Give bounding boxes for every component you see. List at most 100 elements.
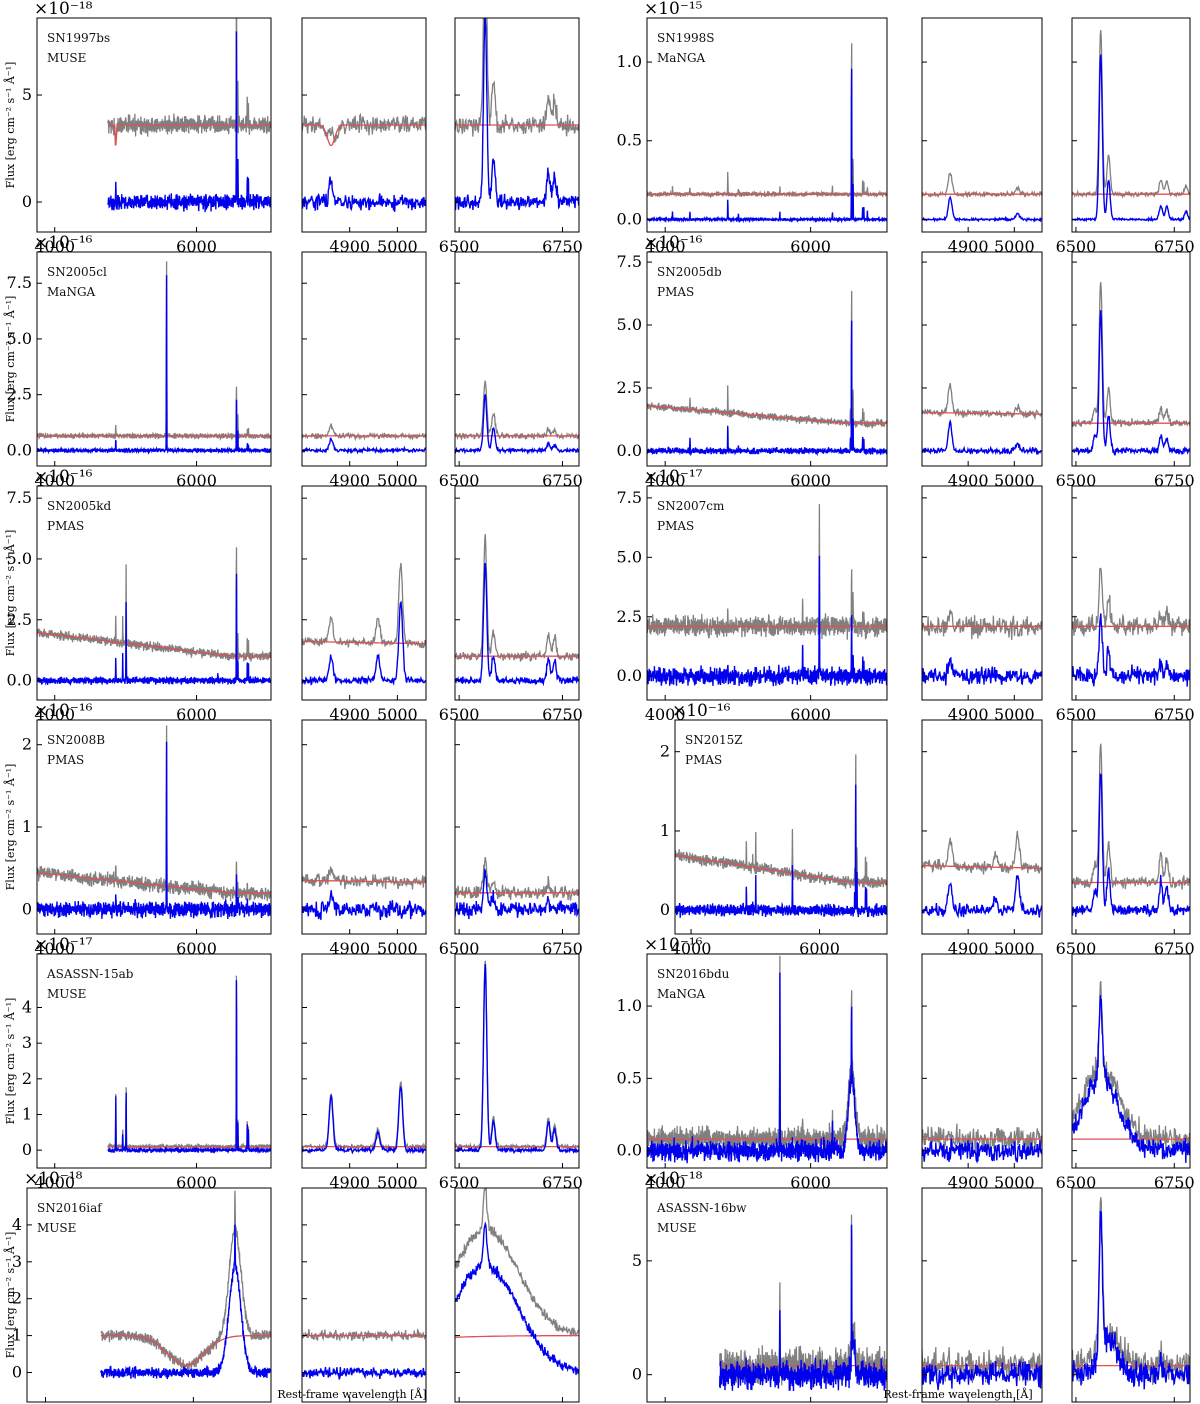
model-spectrum-line [302, 124, 426, 147]
x-tick-label: 6500 [439, 237, 480, 256]
residual-spectrum-line [455, 394, 579, 455]
panel-SN2007cm-halpha: 6500 6750 [1056, 485, 1195, 724]
x-tick-label: 4000 [645, 705, 686, 724]
panel-SN2016bdu-full: 4000 6000 0.0 0.5 1.0 [617, 953, 888, 1192]
observed-spectrum-line [302, 562, 426, 649]
y-tick-label: 0 [22, 1140, 32, 1159]
x-tick-label: 6000 [799, 939, 840, 958]
residual-spectrum-line [107, 31, 271, 213]
y-tick-label: 0 [22, 192, 32, 211]
y-tick-label: 0.0 [617, 666, 642, 685]
x-tick-label: 6000 [176, 237, 217, 256]
x-tick-label: 6500 [1056, 1173, 1097, 1192]
x-tick-label: 4000 [34, 237, 75, 256]
series-group [1072, 282, 1190, 457]
series-group [455, 960, 579, 1155]
axes-frame [921, 1187, 1043, 1403]
x-tick-label: 6000 [176, 1173, 217, 1192]
series-group [455, 380, 579, 455]
panel-SN2005db-full: 4000 6000 0.0 2.5 5.0 7.5 [617, 251, 888, 490]
residual-spectrum-line [1072, 772, 1190, 917]
panel-SN2015Z-hbeta: 4900 5000 [921, 719, 1043, 958]
series-group [647, 290, 887, 457]
x-tick-label: 4900 [329, 939, 370, 958]
axes-frame [454, 17, 580, 233]
x-tick-label: 5000 [377, 237, 418, 256]
x-tick-label: 4000 [645, 1173, 686, 1192]
series-group [1072, 743, 1190, 917]
x-tick-label: 6750 [1154, 237, 1195, 256]
instrument-label: PMAS [47, 753, 84, 767]
observed-spectrum-line [455, 857, 579, 901]
y-tick-label: 2 [660, 742, 670, 761]
y-tick-label: 0.0 [617, 441, 642, 460]
series-group [647, 955, 887, 1164]
residual-spectrum-line [647, 320, 887, 457]
y-scale-multiplier: ×10⁻¹⁶ [34, 467, 93, 487]
object-name-label: SN2007cm [657, 499, 725, 513]
residual-spectrum-line [719, 1224, 887, 1392]
x-tick-label: 4000 [34, 705, 75, 724]
object-name-label: SN2005cl [47, 265, 107, 279]
x-tick-label: 4900 [948, 1173, 989, 1192]
model-spectrum-line [100, 1334, 271, 1366]
series-group [100, 1190, 271, 1380]
instrument-label: MaNGA [657, 987, 706, 1001]
panel-SN2005db-halpha: 6500 6750 [1056, 251, 1195, 490]
x-tick-label: 4900 [948, 705, 989, 724]
panel-SN2005cl-halpha: 6500 6750 [439, 251, 583, 490]
series-group [37, 261, 271, 455]
y-tick-label: 2.5 [617, 607, 642, 626]
residual-spectrum-line [100, 1224, 271, 1380]
panel-ASASSN-15ab-full: 4000 6000 0 1 2 3 4 [22, 953, 272, 1192]
y-tick-label: 0.0 [7, 440, 32, 459]
observed-spectrum-line [455, 534, 579, 662]
panel-SN1997bs-halpha: 6500 6750 [439, 17, 583, 256]
object-name-label: SN1998S [657, 31, 714, 45]
y-tick-label: 4 [12, 1215, 22, 1234]
y-axis-label: Flux [erg cm⁻² s⁻¹ Å⁻¹] [3, 998, 17, 1125]
residual-spectrum-line [455, 1221, 579, 1375]
axes-frame [646, 485, 888, 701]
y-tick-label: 2.5 [617, 378, 642, 397]
axes-frame [301, 1187, 427, 1403]
panel-SN2016bdu-hbeta: 4900 5000 [921, 953, 1043, 1192]
residual-spectrum-line [37, 573, 271, 686]
axes-frame [1071, 1187, 1191, 1403]
y-tick-label: 1 [22, 817, 32, 836]
residual-spectrum-line [922, 418, 1042, 456]
series-group [1072, 1197, 1190, 1390]
observed-spectrum-line [455, 1188, 579, 1337]
series-group [455, 1188, 579, 1375]
observed-spectrum-line [100, 1190, 271, 1372]
observed-spectrum-line [922, 608, 1042, 641]
axes-frame [454, 251, 580, 467]
x-tick-label: 5000 [377, 471, 418, 490]
residual-spectrum-line [1072, 1210, 1190, 1390]
residual-spectrum-line [922, 195, 1042, 223]
series-group [302, 112, 426, 212]
instrument-label: PMAS [657, 285, 694, 299]
observed-spectrum-line [302, 423, 426, 442]
y-tick-label: 2 [22, 735, 32, 754]
panel-ASASSN-15ab-halpha: 6500 6750 [439, 953, 583, 1192]
y-tick-label: 3 [22, 1033, 32, 1052]
instrument-label: PMAS [685, 753, 722, 767]
x-tick-label: 6000 [176, 705, 217, 724]
axes-frame [36, 953, 272, 1169]
y-tick-label: 0.0 [617, 209, 642, 228]
y-scale-multiplier: ×10⁻¹⁸ [644, 1169, 703, 1189]
axes-frame [36, 485, 272, 701]
y-tick-label: 7.5 [617, 252, 642, 271]
object-name-label: SN2016bdu [657, 967, 730, 981]
x-tick-label: 5000 [377, 1173, 418, 1192]
x-tick-label: 4000 [34, 1173, 75, 1192]
x-tick-label: 6750 [542, 237, 583, 256]
y-scale-multiplier: ×10⁻¹⁶ [34, 701, 93, 721]
axes-frame [301, 251, 427, 467]
panel-SN2007cm-full: 4000 6000 0.0 2.5 5.0 7.5 [617, 485, 888, 724]
observed-spectrum-line [37, 547, 271, 663]
